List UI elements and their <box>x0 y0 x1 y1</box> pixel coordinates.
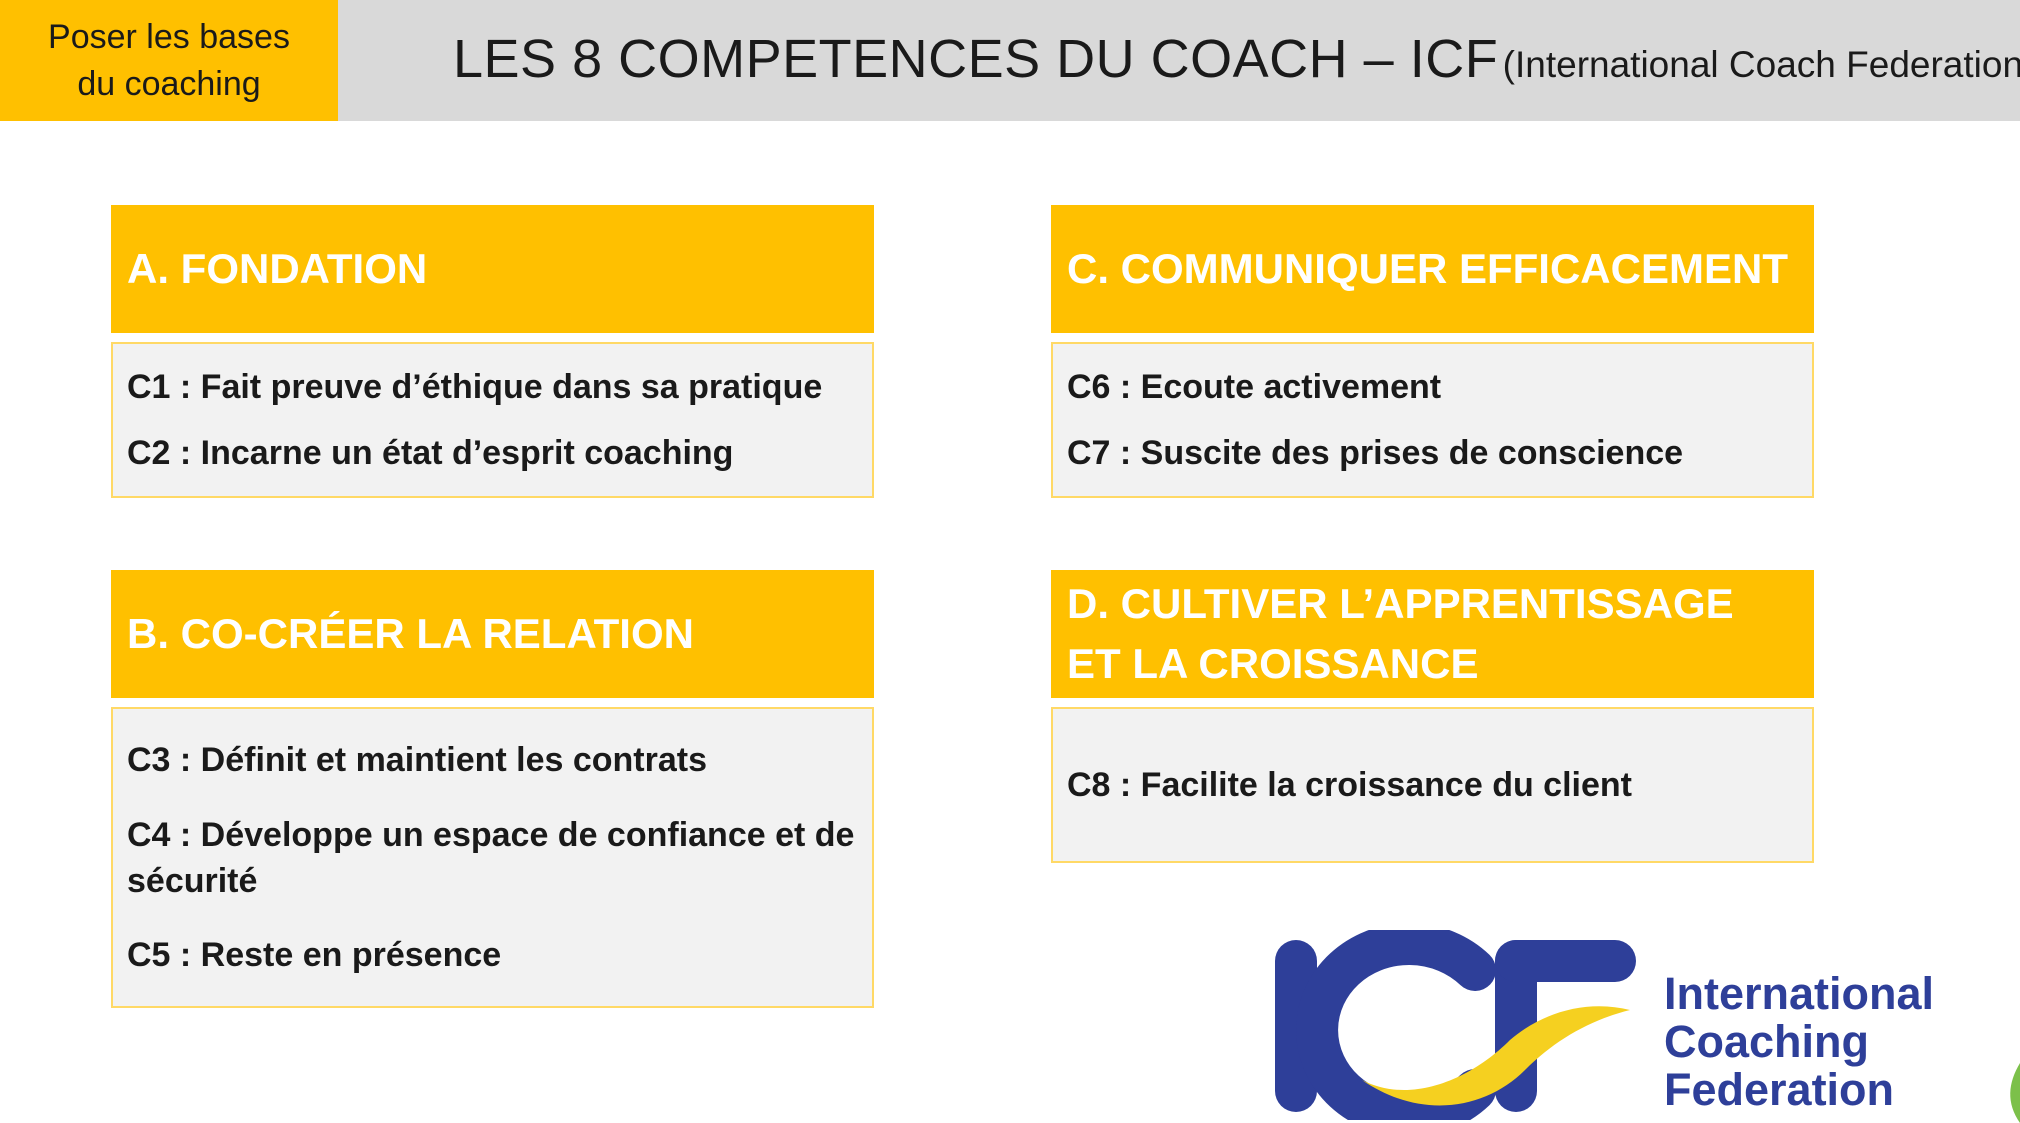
competency-item: C8 : Facilite la croissance du client <box>1067 766 1632 804</box>
group-items: C1 : Fait preuve d’éthique dans sa prati… <box>111 342 874 498</box>
group-items: C6 : Ecoute activement C7 : Suscite des … <box>1051 342 1814 498</box>
group-title: D. CULTIVER L’APPRENTISSAGE ET LA CROISS… <box>1051 570 1814 698</box>
competency-group-b: B. CO-CRÉER LA RELATION C3 : Définit et … <box>111 570 874 1008</box>
competency-item: C2 : Incarne un état d’esprit coaching <box>127 434 734 472</box>
competency-item: C3 : Définit et maintient les contrats <box>127 741 707 780</box>
competency-item: C6 : Ecoute activement <box>1067 368 1442 406</box>
group-items: C3 : Définit et maintient les contrats C… <box>111 707 874 1008</box>
competency-group-c: C. COMMUNIQUER EFFICACEMENT C6 : Ecoute … <box>1051 205 1814 498</box>
icf-logo-mark <box>1275 930 1636 1120</box>
section-tag-line-1: Poser les bases <box>48 17 290 56</box>
logo-text-line: Coaching <box>1664 1016 1870 1067</box>
competency-item: C5 : Reste en présence <box>127 935 502 974</box>
group-title: A. FONDATION <box>111 205 874 333</box>
slide-title-main: LES 8 COMPETENCES DU COACH – ICF <box>453 29 1499 89</box>
competency-item: C4 : Développe un espace de confiance et… <box>127 815 855 900</box>
logo-text-line: Federation <box>1664 1064 1895 1115</box>
competency-item: C1 : Fait preuve d’éthique dans sa prati… <box>127 368 823 406</box>
icf-logo: International Coaching Federation <box>1270 930 2010 1120</box>
logo-text-line: International <box>1664 968 1935 1019</box>
slide-title: LES 8 COMPETENCES DU COACH – ICF (Intern… <box>453 28 2020 90</box>
competency-item: C7 : Suscite des prises de conscience <box>1067 434 1684 472</box>
section-tag: Poser les bases du coaching <box>0 0 338 121</box>
group-title: C. COMMUNIQUER EFFICACEMENT <box>1051 205 1814 333</box>
group-items: C8 : Facilite la croissance du client <box>1051 707 1814 863</box>
icf-logo-text: International Coaching Federation <box>1664 970 1934 1114</box>
competency-group-a: A. FONDATION C1 : Fait preuve d’éthique … <box>111 205 874 498</box>
section-tag-line-2: du coaching <box>77 64 261 103</box>
competency-group-d: D. CULTIVER L’APPRENTISSAGE ET LA CROISS… <box>1051 570 1814 863</box>
slide-title-subtitle: (International Coach Federation) <box>1502 44 2020 85</box>
corner-leaf-decoration <box>2010 1063 2020 1123</box>
group-title: B. CO-CRÉER LA RELATION <box>111 570 874 698</box>
